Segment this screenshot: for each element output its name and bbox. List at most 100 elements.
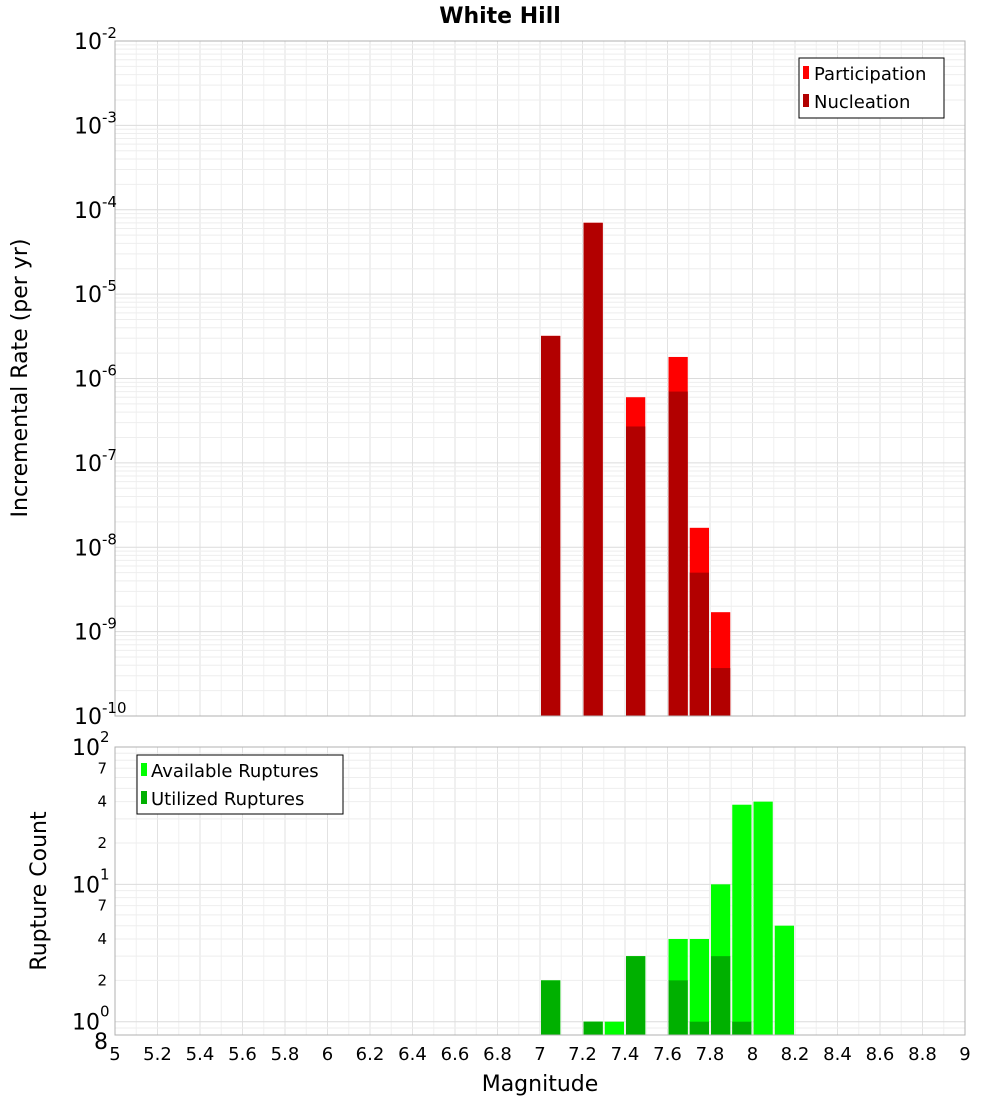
top-y-tick-exponent: -6: [102, 362, 117, 380]
x-tick-label: 7.2: [568, 1044, 597, 1065]
bottom-y-major-tick: 10 2: [72, 728, 110, 761]
utilized-ruptures-bar: [711, 956, 731, 1035]
x-tick-label: 5.8: [271, 1044, 300, 1065]
top-y-tick-exponent: -9: [102, 615, 117, 633]
available-ruptures-bar: [753, 801, 773, 1035]
x-tick-label: 6.4: [398, 1044, 427, 1065]
top-y-tick-base: 10: [74, 452, 102, 477]
bottom-y-tick-base: 10: [72, 736, 100, 761]
bottom-y-axis-label: Rupture Count: [27, 811, 52, 971]
top-y-tick-exponent: -10: [102, 699, 127, 717]
top-y-tick-exponent: -3: [102, 108, 117, 126]
top-plot-frame: [114, 40, 966, 717]
top-y-tick: 10 -4: [74, 193, 117, 224]
nucleation-bar: [541, 335, 561, 716]
x-tick-label: 5.2: [143, 1044, 172, 1065]
x-tick-label: 8.2: [781, 1044, 810, 1065]
legend-label-utilized: Utilized Ruptures: [151, 789, 304, 810]
x-tick-label: 8: [747, 1044, 758, 1065]
x-tick-label: 7: [534, 1044, 545, 1065]
top-y-axis-label: Incremental Rate (per yr): [8, 239, 33, 518]
top-y-tick-exponent: -2: [102, 24, 117, 42]
top-bars: [541, 222, 731, 716]
bottom-y-minor-tick: 7: [97, 759, 107, 777]
x-tick-label: 8.8: [908, 1044, 937, 1065]
utilized-ruptures-bar: [583, 1021, 603, 1035]
bottom-y-major-tick: 10 1: [72, 865, 110, 898]
x-axis-label: Magnitude: [482, 1072, 599, 1097]
bottom-y-minor-tick: 7: [97, 897, 107, 915]
top-y-tick-exponent: -8: [102, 530, 117, 548]
bottom-y-minor-tick: 8: [94, 1030, 108, 1055]
bottom-y-tick-base: 10: [72, 873, 100, 898]
top-grid: [114, 41, 966, 717]
bottom-y-tick-exponent: 0: [100, 1003, 110, 1021]
nucleation-bar: [668, 391, 688, 716]
nucleation-bar: [689, 572, 709, 716]
top-y-tick-base: 10: [74, 368, 102, 393]
legend-label-nucleation: Nucleation: [814, 92, 910, 113]
bottom-y-minor-tick: 2: [97, 834, 107, 852]
legend-label-available: Available Ruptures: [151, 761, 319, 782]
bottom-y-minor-tick: 2: [97, 971, 107, 989]
top-y-tick: 10 -8: [74, 530, 117, 561]
legend-swatch-utilized: [141, 791, 147, 804]
top-y-tick: 10 -7: [74, 446, 117, 477]
bottom-legend: Available Ruptures Utilized Ruptures: [136, 754, 344, 815]
top-y-tick-exponent: -4: [102, 193, 117, 211]
top-y-tick-base: 10: [74, 30, 102, 55]
top-y-tick-exponent: -5: [102, 277, 117, 295]
legend-swatch-available: [141, 763, 147, 776]
chart-title: White Hill: [439, 4, 561, 29]
top-y-tick-base: 10: [74, 283, 102, 308]
nucleation-bar: [711, 668, 731, 716]
bottom-y-tick-exponent: 1: [100, 865, 110, 883]
top-y-ticks: 10-210-310-410-510-610-710-810-910-10: [74, 24, 127, 730]
top-y-tick-base: 10: [74, 536, 102, 561]
legend-swatch-participation: [803, 66, 809, 79]
x-tick-label: 9: [959, 1044, 970, 1065]
x-tick-label: 7.8: [696, 1044, 725, 1065]
x-tick-label: 7.4: [611, 1044, 640, 1065]
bottom-y-tick-exponent: 2: [100, 728, 110, 746]
bottom-legend-box: [136, 754, 344, 815]
x-tick-label: 8.6: [866, 1044, 895, 1065]
legend-swatch-nucleation: [803, 94, 809, 107]
top-y-tick: 10 -3: [74, 108, 117, 139]
bottom-y-minor-tick: 4: [97, 930, 107, 948]
top-y-tick-exponent: -7: [102, 446, 117, 464]
x-tick-label: 5.6: [228, 1044, 257, 1065]
x-tick-label: 7.6: [653, 1044, 682, 1065]
bottom-bars: [541, 801, 794, 1035]
legend-label-participation: Participation: [814, 64, 926, 85]
top-y-tick: 10 -9: [74, 615, 117, 646]
nucleation-bar: [583, 222, 603, 716]
top-legend: Participation Nucleation: [798, 57, 945, 119]
x-tick-label: 6: [322, 1044, 333, 1065]
top-y-tick-base: 10: [74, 705, 102, 730]
top-panel: 10-210-310-410-510-610-710-810-910-10 In…: [8, 24, 966, 730]
utilized-ruptures-bar: [541, 980, 561, 1035]
utilized-ruptures-bar: [732, 1021, 752, 1035]
bottom-y-minor-tick: 4: [97, 793, 107, 811]
top-y-tick-base: 10: [74, 621, 102, 646]
x-tick-label: 6.6: [441, 1044, 470, 1065]
top-y-tick-base: 10: [74, 199, 102, 224]
utilized-ruptures-bar: [626, 956, 646, 1035]
nucleation-bar: [626, 426, 646, 716]
bottom-plot-frame: [114, 746, 966, 1036]
utilized-ruptures-bar: [689, 1021, 709, 1035]
top-y-tick: 10 -5: [74, 277, 117, 308]
x-tick-label: 5: [109, 1044, 120, 1065]
available-ruptures-bar: [732, 804, 752, 1035]
top-y-tick-base: 10: [74, 114, 102, 139]
x-tick-label: 8.4: [823, 1044, 852, 1065]
x-tick-label: 5.4: [186, 1044, 215, 1065]
x-ticks: 5 5.2 5.4 5.6 5.8 6 6.2 6.4 6.6 6.8 7 7.2 7.4 7.6 7.8 8…: [109, 1044, 970, 1065]
available-ruptures-bar: [689, 939, 709, 1035]
top-y-tick: 10 -10: [74, 699, 127, 730]
available-ruptures-bar: [774, 925, 794, 1035]
